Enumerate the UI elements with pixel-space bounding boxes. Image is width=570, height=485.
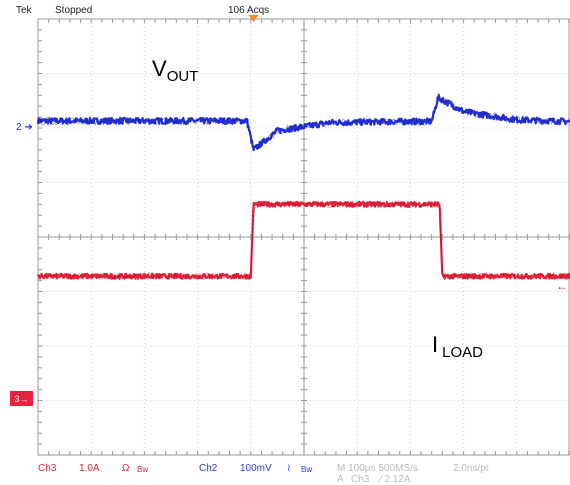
brand-label: Tek [16,5,32,16]
iload-main-text: I [432,332,439,357]
trigger-level: ∕ 2.12A [380,474,411,485]
trace-vout [36,93,570,152]
sample-interval: 2.0ns/pt [453,463,489,474]
iload-annotation: I LOAD [432,332,483,361]
graticule [37,18,570,456]
vout-annotation: VOUT [152,56,199,85]
ch3-marker-label: 3 [14,393,20,404]
ch3-bandwidth-limit: Bw [137,465,149,474]
trace-noise-iload [37,200,570,281]
vout-main-text: V [152,56,167,81]
ch3-impedance-icon: Ω [122,463,130,474]
trace-noise-vout [37,96,570,151]
ch2-label: Ch2 [199,463,218,474]
ch3-label: Ch3 [38,463,57,474]
vout-subscript: OUT [166,68,199,85]
trigger-source-prefix: A [337,474,344,485]
ch2-coupling-icon: ≀ [287,463,291,474]
ch2-scale: 100mV [240,463,272,474]
acquisition-state: Stopped [55,5,93,16]
acquisition-count: 106 Acqs [228,5,270,16]
ch2-marker-arrow-icon: ➜ [21,122,33,133]
scope-marks [248,15,259,22]
ch2-marker-label: 2 [16,122,22,133]
trace-iload [37,200,570,280]
trigger-source-channel: Ch3 [351,474,370,485]
ch3-ground-marker: 3 → [10,391,33,406]
ch2-bandwidth-limit: Bw [301,465,313,474]
waveforms [36,93,570,281]
timebase-readout: M 100μs 500MS/s [337,463,418,474]
ch3-marker-arrow-icon: → [19,393,29,404]
iload-subscript: LOAD [442,344,483,361]
ch2-ground-marker: 2 ➜ [16,122,33,133]
ch3-scale: 1.0A [79,463,100,474]
trigger-position-icon [248,15,259,22]
trigger-level-arrow-icon: ← [556,279,568,293]
